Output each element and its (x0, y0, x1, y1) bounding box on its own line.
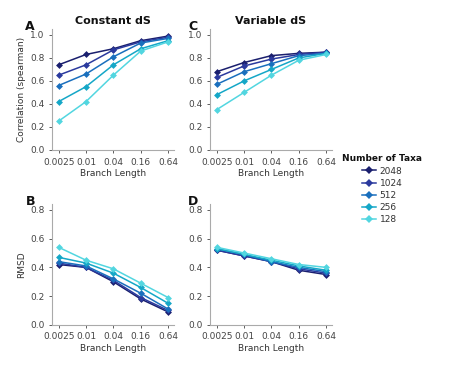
Title: Variable dS: Variable dS (236, 16, 307, 26)
Text: C: C (188, 20, 198, 32)
Legend: 2048, 1024, 512, 256, 128: 2048, 1024, 512, 256, 128 (342, 154, 422, 224)
Y-axis label: Correlation (spearman): Correlation (spearman) (17, 37, 26, 142)
X-axis label: Branch Length: Branch Length (80, 169, 146, 178)
Text: B: B (26, 195, 35, 208)
X-axis label: Branch Length: Branch Length (80, 344, 146, 353)
Y-axis label: RMSD: RMSD (17, 251, 26, 278)
X-axis label: Branch Length: Branch Length (238, 169, 304, 178)
X-axis label: Branch Length: Branch Length (238, 344, 304, 353)
Text: D: D (188, 195, 199, 208)
Text: A: A (26, 20, 35, 32)
Title: Constant dS: Constant dS (75, 16, 151, 26)
